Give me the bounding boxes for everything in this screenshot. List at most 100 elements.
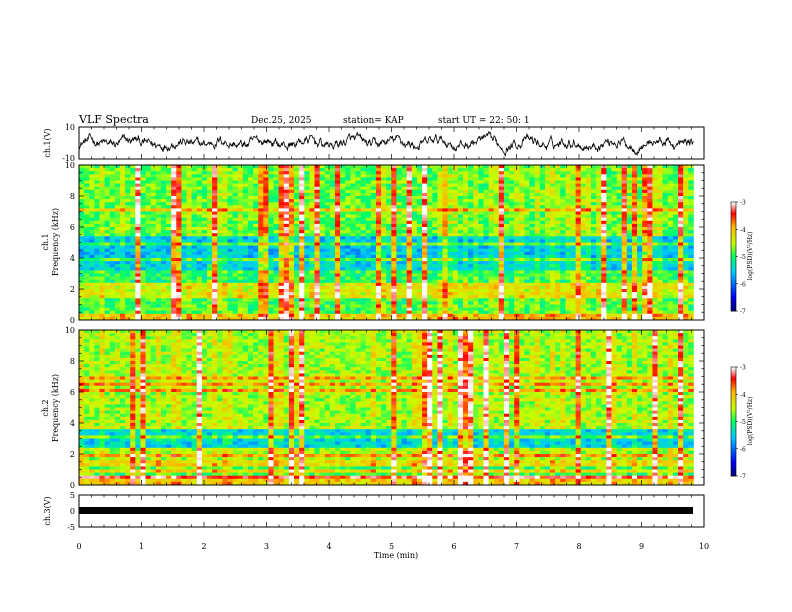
spectrogram-cell (478, 282, 484, 287)
spectrogram-cell (237, 168, 244, 172)
spectrogram-cell (647, 261, 653, 265)
spectrogram-cell (104, 248, 111, 253)
spectrogram-cell (683, 174, 689, 178)
spectrogram-cell (217, 211, 223, 215)
spectrogram-cell (621, 220, 628, 225)
spectrogram-cell (104, 202, 111, 206)
spectrogram-cell (539, 230, 546, 234)
spectrogram-cell (447, 171, 454, 175)
spectrogram-cell (329, 258, 336, 262)
spectrogram-cell (688, 230, 694, 234)
spectrogram-cell (155, 279, 162, 284)
spectrogram-cell (288, 230, 295, 234)
spectrogram-cell (539, 220, 546, 225)
spectrogram-cell (391, 186, 397, 191)
spectrogram-cell (314, 258, 321, 262)
spectrogram-cell (447, 183, 454, 188)
spectrogram-cell (514, 270, 520, 274)
spectrogram-cell (268, 239, 274, 243)
spectrogram-cell (355, 205, 361, 209)
spectrogram-cell (529, 186, 536, 191)
spectrogram-cell (145, 199, 152, 203)
spectrogram-cell (509, 251, 515, 256)
spectrogram-cell (114, 254, 121, 259)
spectrogram-cell (237, 223, 244, 228)
spectrogram-cell (452, 223, 459, 228)
spectrogram-cell (422, 289, 428, 293)
spectrogram-cell (519, 258, 525, 262)
spectrogram-cell (94, 202, 100, 206)
spectrogram-cell (191, 168, 198, 172)
spectrogram-cell (176, 223, 182, 228)
spectrogram-cell (657, 267, 664, 271)
spectrogram-cell (590, 196, 597, 200)
spectrogram-cell (283, 223, 290, 228)
spectrogram-cell (340, 217, 346, 222)
spectrogram-cell (99, 168, 105, 172)
spectrogram-cell (181, 239, 187, 243)
spectrogram-cell (334, 217, 341, 222)
spectrogram-cell (514, 183, 520, 188)
spectrogram-cell (478, 230, 484, 234)
spectrogram-cell (437, 233, 443, 237)
spectrogram-cell (355, 211, 361, 215)
spectrogram-cell (519, 270, 525, 274)
spectrogram-cell (309, 174, 315, 178)
spectrogram-cell (360, 177, 367, 181)
spectrogram-cell (601, 270, 607, 274)
spectrogram-cell (524, 227, 530, 231)
spectrogram-cell (304, 233, 310, 237)
spectrogram-cell (637, 171, 643, 175)
spectrogram-cell (99, 199, 105, 203)
spectrogram-cell (329, 276, 336, 281)
spectrogram-cell (626, 261, 633, 265)
spectrogram-cell (473, 261, 479, 265)
spectrogram-cell (427, 273, 433, 277)
spectrogram-cell (381, 289, 387, 293)
spectrogram-cell (509, 245, 515, 250)
spectrogram-cell (99, 233, 105, 237)
spectrogram-cell (119, 199, 126, 203)
spectrogram-cell (411, 192, 418, 197)
spectrogram-cell (283, 276, 290, 281)
spectrogram-cell (524, 196, 530, 200)
spectrogram-cell (560, 199, 566, 203)
spectrogram-cell (468, 233, 474, 237)
spectrogram-cell (642, 273, 648, 277)
spectrogram-cell (386, 205, 392, 209)
spectrogram-cell (688, 285, 694, 290)
spectrogram-cell (304, 214, 310, 219)
spectrogram-cell (181, 165, 187, 169)
spectrogram-cell (652, 186, 658, 191)
spectrogram-cell (657, 196, 664, 200)
spectrogram-cell (498, 202, 505, 206)
spectrogram-cell (631, 168, 638, 172)
spectrogram-cell (391, 236, 397, 240)
spectrogram-cell (278, 285, 285, 290)
spectrogram-cell (263, 261, 269, 265)
spectrogram-cell (447, 186, 454, 191)
spectrogram-cell (314, 285, 321, 290)
spectrogram-cell (452, 183, 459, 188)
spectrogram-cell (84, 254, 90, 259)
spectrogram-cell (534, 211, 541, 215)
spectrogram-cell (268, 192, 274, 197)
spectrogram-cell (411, 227, 418, 231)
spectrogram-cell (99, 282, 105, 287)
spectrogram-cell (309, 189, 315, 194)
spectrogram-cell (324, 186, 331, 191)
spectrogram-cell (406, 236, 413, 240)
spectrogram-cell (514, 239, 520, 243)
spectrogram-cell (263, 168, 269, 172)
spectrogram-cell (140, 273, 146, 277)
spectrogram-cell (345, 199, 351, 203)
spectrogram-cell (145, 174, 152, 178)
spectrogram-cell (493, 227, 500, 231)
spectrogram-cell (452, 165, 459, 169)
spectrogram-cell (258, 196, 264, 200)
spectrogram-cell (196, 239, 203, 243)
spectrogram-cell (150, 183, 157, 188)
spectrogram-cell (145, 220, 152, 225)
spectrogram-cell (652, 205, 658, 209)
spectrogram-cell (104, 261, 111, 265)
